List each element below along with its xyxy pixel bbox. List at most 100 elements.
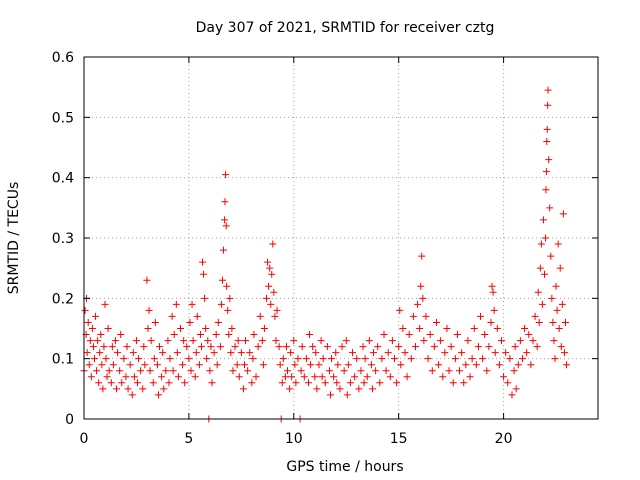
data-points	[80, 86, 571, 423]
data-point	[179, 361, 187, 369]
data-point	[181, 379, 189, 387]
data-point	[313, 385, 321, 393]
data-point	[542, 234, 550, 242]
data-point	[529, 337, 537, 345]
data-point	[510, 367, 518, 375]
data-point	[282, 343, 290, 351]
data-point	[556, 264, 564, 272]
data-point	[102, 355, 110, 363]
data-point	[101, 300, 109, 308]
data-point	[214, 318, 222, 326]
data-point	[254, 343, 262, 351]
data-point	[560, 349, 568, 357]
data-point	[202, 325, 210, 332]
data-point	[268, 270, 276, 278]
data-point	[343, 391, 351, 399]
y-tick-label: 0.1	[52, 352, 74, 368]
data-point	[114, 349, 122, 357]
data-point	[256, 312, 264, 320]
data-point	[292, 379, 300, 387]
data-point	[443, 325, 451, 332]
data-point	[122, 373, 130, 381]
data-point	[149, 379, 157, 387]
axes: 0 0.1 0.2 0.3 0.4 0.5 0.6 0 5 10 15 20	[52, 50, 599, 447]
data-point	[229, 367, 237, 375]
data-point	[495, 361, 503, 369]
data-point	[544, 86, 552, 94]
data-point	[414, 300, 422, 308]
data-point	[306, 331, 314, 339]
data-point	[370, 349, 378, 357]
data-point	[154, 391, 162, 399]
data-point	[535, 318, 543, 326]
data-point	[458, 349, 466, 357]
data-point	[228, 325, 236, 332]
data-point	[246, 349, 254, 357]
data-point	[108, 343, 116, 351]
data-point	[158, 373, 166, 381]
data-point	[411, 343, 419, 351]
data-point	[162, 367, 170, 375]
data-point	[240, 361, 248, 369]
data-point	[169, 367, 177, 375]
data-point	[470, 325, 478, 332]
data-point	[203, 355, 211, 363]
data-point	[466, 373, 474, 381]
y-tick-label: 0.5	[52, 110, 74, 126]
data-point	[221, 216, 229, 224]
data-point	[291, 361, 299, 369]
data-point	[83, 349, 91, 357]
data-point	[447, 343, 455, 351]
data-point	[279, 355, 287, 363]
data-point	[483, 367, 491, 375]
y-tick-label: 0.2	[52, 291, 74, 307]
data-point	[309, 343, 317, 351]
data-point	[401, 349, 409, 357]
data-point	[210, 349, 218, 357]
data-point	[357, 367, 365, 375]
data-point	[117, 331, 125, 339]
data-point	[213, 361, 221, 369]
data-point	[382, 367, 390, 375]
data-point	[416, 325, 424, 332]
data-point	[527, 361, 535, 369]
data-point	[460, 379, 468, 387]
data-point	[327, 391, 335, 399]
data-point	[396, 306, 404, 314]
data-point	[300, 373, 308, 381]
data-point	[231, 343, 239, 351]
data-point	[252, 373, 260, 381]
data-point	[386, 373, 394, 381]
data-point	[549, 318, 557, 326]
data-point	[479, 355, 487, 363]
data-point	[561, 318, 569, 326]
data-point	[217, 300, 225, 308]
data-point	[123, 343, 131, 351]
data-point	[120, 355, 128, 363]
data-point	[321, 379, 329, 387]
data-point	[449, 379, 457, 387]
data-point	[445, 367, 453, 375]
y-tick-label: 0.3	[52, 231, 74, 247]
data-point	[294, 355, 302, 363]
data-point	[275, 343, 283, 351]
data-point	[302, 355, 310, 363]
data-point	[426, 331, 434, 339]
data-point	[249, 355, 257, 363]
data-point	[315, 361, 323, 369]
data-point	[286, 385, 294, 393]
data-point	[225, 331, 233, 339]
x-tick-label: 0	[80, 431, 89, 447]
data-point	[311, 373, 319, 381]
data-point	[235, 373, 243, 381]
data-point	[365, 337, 373, 345]
data-point	[378, 355, 386, 363]
data-point	[559, 210, 567, 218]
data-point	[506, 355, 514, 363]
data-point	[349, 349, 357, 357]
data-point	[242, 337, 250, 345]
data-point	[177, 325, 185, 332]
data-point	[81, 306, 89, 314]
data-point	[226, 294, 234, 302]
data-point	[90, 355, 98, 363]
